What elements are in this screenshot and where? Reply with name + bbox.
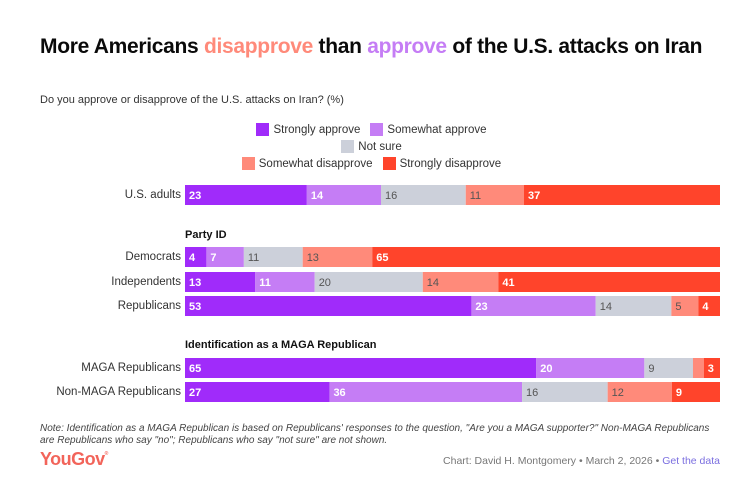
bar-segment-strongly-disapprove[interactable] <box>698 296 720 316</box>
credit-text: Chart: David H. Montgomery • March 2, 20… <box>443 455 663 467</box>
chart-title: More Americans disapprove than approve o… <box>40 35 730 59</box>
bar-segment-not-sure[interactable] <box>644 358 693 378</box>
data-label: 13 <box>307 252 319 264</box>
yougov-logo[interactable]: YouGov® <box>40 449 108 470</box>
data-label: 53 <box>189 301 201 313</box>
bar-segment-somewhat-approve[interactable] <box>471 296 596 316</box>
data-label: 9 <box>676 387 682 399</box>
bar-segment-not-sure[interactable] <box>522 382 608 402</box>
data-label: 23 <box>475 301 487 313</box>
data-label: 11 <box>248 252 259 264</box>
data-label: 65 <box>376 252 388 264</box>
data-label: 41 <box>502 277 514 289</box>
legend-label: Strongly disapprove <box>399 157 502 170</box>
legend-item-strongly-disapprove[interactable]: Strongly disapprove <box>382 157 502 170</box>
data-label: 13 <box>189 277 201 289</box>
bar-segment-somewhat-approve[interactable] <box>329 382 523 402</box>
data-label: 5 <box>675 301 681 313</box>
data-label: 36 <box>333 387 345 399</box>
row-label: Non-MAGA Republicans <box>56 386 181 398</box>
bar-segment-not-sure[interactable] <box>380 185 466 205</box>
data-label: 4 <box>702 301 709 313</box>
title-highlight-approve: approve <box>367 35 447 58</box>
data-label: 3 <box>708 363 714 375</box>
bar-segment-not-sure[interactable] <box>595 296 672 316</box>
bar-segment-somewhat-disapprove[interactable] <box>692 358 704 378</box>
data-label: 14 <box>311 190 324 202</box>
legend-item-somewhat-disapprove[interactable]: Somewhat disapprove <box>241 157 373 170</box>
bar-segment-strongly-approve[interactable] <box>185 247 207 267</box>
row-label: Independents <box>111 276 181 288</box>
bar-segment-somewhat-approve[interactable] <box>306 185 381 205</box>
get-the-data-link[interactable]: Get the data <box>662 455 720 467</box>
data-label: 20 <box>540 363 552 375</box>
title-text: More Americans <box>40 35 204 58</box>
title-text: than <box>313 35 368 58</box>
bar-segment-somewhat-disapprove[interactable] <box>302 247 373 267</box>
bar-segment-not-sure[interactable] <box>314 272 423 292</box>
bar-segment-strongly-disapprove[interactable] <box>372 247 720 267</box>
chart-subtitle: Do you approve or disapprove of the U.S.… <box>40 94 344 106</box>
legend-swatch <box>341 140 355 153</box>
legend-label: Strongly approve <box>273 123 361 136</box>
data-label: 16 <box>385 190 397 202</box>
section-heading: Identification as a MAGA Republican <box>185 339 377 351</box>
data-label: 4 <box>189 252 196 264</box>
bar-segment-somewhat-disapprove[interactable] <box>671 296 699 316</box>
registered-mark: ® <box>104 451 109 457</box>
data-label: 11 <box>470 190 481 202</box>
bar-segment-not-sure[interactable] <box>243 247 303 267</box>
data-label: 12 <box>612 387 624 399</box>
logo-text: YouGov <box>40 449 105 469</box>
bar-segment-strongly-disapprove[interactable] <box>703 358 720 378</box>
data-label: 16 <box>526 387 538 399</box>
data-label: 14 <box>427 277 439 289</box>
bar-segment-somewhat-disapprove[interactable] <box>607 382 672 402</box>
row-label: MAGA Republicans <box>81 362 181 374</box>
data-label: 37 <box>528 190 540 202</box>
row-label: U.S. adults <box>124 189 181 201</box>
legend-swatch <box>256 123 270 136</box>
bar-segment-strongly-approve[interactable] <box>185 296 472 316</box>
bar-segment-somewhat-approve[interactable] <box>255 272 315 292</box>
bar-segment-strongly-disapprove[interactable] <box>498 272 720 292</box>
data-label: 23 <box>189 190 201 202</box>
bar-segment-somewhat-disapprove[interactable] <box>422 272 499 292</box>
legend-item-strongly-approve[interactable]: Strongly approve <box>256 123 360 136</box>
data-label: 27 <box>189 387 201 399</box>
row-label: Republicans <box>117 300 181 312</box>
section-heading: Party ID <box>185 229 227 241</box>
bar-segment-strongly-approve[interactable] <box>185 358 537 378</box>
bar-segment-strongly-approve[interactable] <box>185 382 330 402</box>
legend-item-not-sure[interactable]: Not sure <box>341 140 402 153</box>
bar-segment-strongly-approve[interactable] <box>185 185 307 205</box>
data-label: 65 <box>189 363 201 375</box>
title-highlight-disapprove: disapprove <box>203 35 313 58</box>
legend-swatch <box>241 157 255 170</box>
data-label: 14 <box>600 301 612 313</box>
data-label: 9 <box>648 363 654 375</box>
data-label: 7 <box>210 252 216 264</box>
bar-segment-strongly-approve[interactable] <box>185 272 256 292</box>
legend: Strongly approve Somewhat approve Not su… <box>0 121 743 172</box>
chart-credit: Chart: David H. Montgomery • March 2, 20… <box>443 455 720 467</box>
legend-label: Somewhat approve <box>387 123 487 136</box>
legend-label: Somewhat disapprove <box>258 157 373 170</box>
bar-segment-strongly-disapprove[interactable] <box>671 382 720 402</box>
legend-swatch <box>382 157 396 170</box>
row-label: Democrats <box>125 251 181 263</box>
bar-segment-strongly-disapprove[interactable] <box>524 185 720 205</box>
data-label: 20 <box>319 277 331 289</box>
bar-segment-somewhat-approve[interactable] <box>536 358 645 378</box>
title-text: of the U.S. attacks on Iran <box>446 35 703 58</box>
legend-swatch <box>370 123 384 136</box>
legend-label: Not sure <box>358 140 402 153</box>
data-label: 11 <box>259 277 271 289</box>
legend-item-somewhat-approve[interactable]: Somewhat approve <box>370 123 487 136</box>
bar-segment-somewhat-disapprove[interactable] <box>465 185 525 205</box>
chart-note: Note: Identification as a MAGA Republica… <box>40 423 710 446</box>
bar-segment-somewhat-approve[interactable] <box>206 247 244 267</box>
